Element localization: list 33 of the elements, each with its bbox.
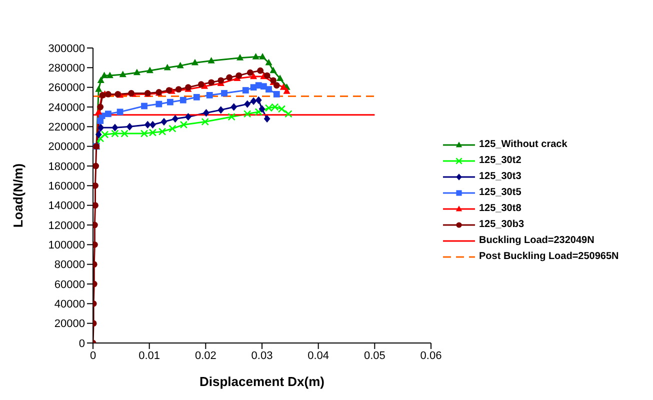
- legend-label: 125_30b3: [479, 219, 524, 230]
- y-tick-label: 300000: [48, 42, 85, 55]
- y-tick-label: 180000: [48, 160, 85, 173]
- y-axis-title: Load(N/m): [10, 163, 26, 228]
- x-tick-label: 0.04: [308, 350, 330, 362]
- y-tick-label: 80000: [54, 259, 85, 272]
- legend-label: 125_30t2: [479, 155, 522, 166]
- legend-label: Buckling Load=232049N: [479, 235, 594, 246]
- y-tick-label: 60000: [54, 278, 85, 291]
- legend-label: 125_30t5: [479, 187, 522, 198]
- y-tick-label: 20000: [54, 318, 85, 330]
- y-tick-label: 240000: [48, 102, 85, 114]
- y-tick-label: 100000: [48, 240, 85, 252]
- x-axis-title: Displacement Dx(m): [200, 374, 324, 389]
- y-tick-label: 120000: [48, 220, 85, 232]
- x-tick-label: 0.03: [251, 350, 273, 362]
- y-tick-label: 200000: [48, 141, 85, 154]
- y-tick-label: 280000: [48, 62, 85, 75]
- x-tick-label: 0: [90, 350, 96, 362]
- legend-label: Post Buckling Load=250965N: [479, 251, 619, 262]
- x-tick-label: 0.01: [138, 350, 160, 362]
- y-tick-label: 260000: [48, 82, 85, 94]
- x-tick-label: 0.02: [194, 350, 216, 362]
- y-tick-label: 220000: [48, 122, 85, 134]
- x-tick-label: 0.06: [420, 350, 442, 362]
- y-tick-label: 40000: [54, 298, 85, 311]
- y-tick-label: 160000: [48, 180, 85, 193]
- legend-label: 125_30t8: [479, 203, 522, 214]
- y-tick-label: 140000: [48, 200, 85, 212]
- legend-label: 125_Without crack: [479, 139, 568, 150]
- y-tick-label: 0: [78, 338, 85, 350]
- legend-label: 125_30t3: [479, 171, 522, 182]
- x-tick-label: 0.05: [364, 350, 386, 362]
